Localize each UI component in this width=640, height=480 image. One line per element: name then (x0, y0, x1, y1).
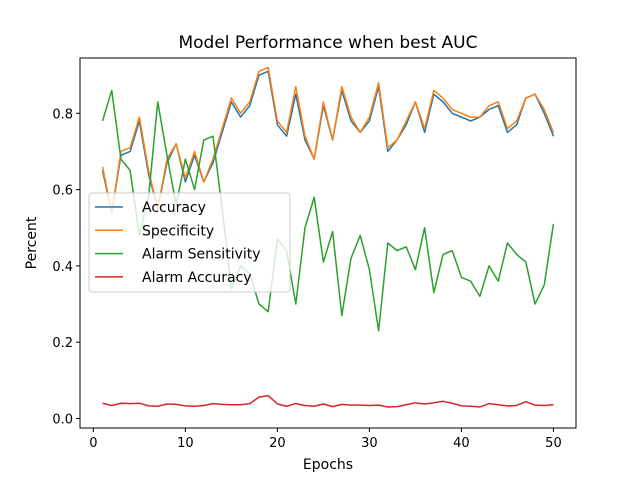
series-line-1 (101, 66, 555, 214)
y-axis-label: Percent (24, 216, 40, 269)
legend-label-1: Specificity (142, 223, 214, 239)
legend-box (88, 192, 291, 293)
x-tick-label: 10 (177, 436, 194, 451)
x-axis-ticks: 0 10 20 30 40 50 (89, 428, 562, 451)
y-tick-label: 0.6 (52, 184, 73, 199)
chart-title: Model Performance when best AUC (178, 33, 477, 53)
x-axis-label: Epochs (303, 457, 353, 473)
x-tick-label: 0 (89, 436, 97, 451)
legend: Accuracy Specificity Alarm Sensitivity Alar… (88, 192, 291, 293)
legend-label-0: Accuracy (142, 200, 206, 216)
legend-label-2: Alarm Sensitivity (142, 247, 261, 263)
y-tick-label: 0.0 (52, 412, 73, 427)
x-tick-label: 50 (545, 436, 562, 451)
x-tick-label: 40 (453, 436, 470, 451)
y-tick-label: 0.8 (52, 107, 73, 122)
y-tick-label: 0.4 (52, 260, 73, 275)
plot-frame (79, 57, 577, 429)
legend-label-3: Alarm Accuracy (142, 270, 252, 286)
x-tick-label: 20 (269, 436, 286, 451)
x-tick-label: 30 (361, 436, 378, 451)
y-axis-ticks: 0.0 0.2 0.4 0.6 0.8 (52, 107, 80, 427)
series-line-3 (102, 394, 554, 408)
y-tick-label: 0.2 (52, 336, 73, 351)
